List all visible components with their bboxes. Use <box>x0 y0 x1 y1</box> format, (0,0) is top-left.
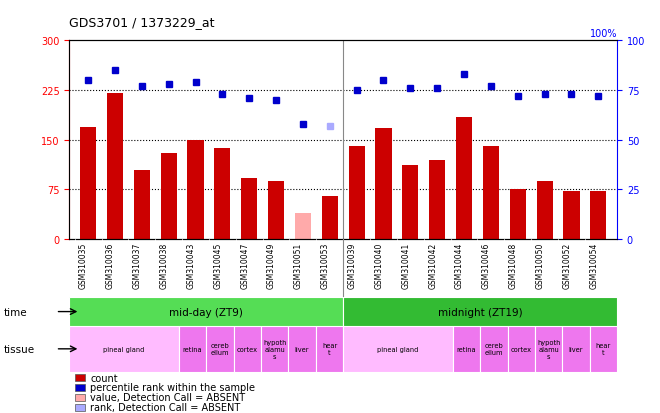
Bar <box>214 149 230 240</box>
Text: 100%: 100% <box>589 29 617 39</box>
Text: GSM310050: GSM310050 <box>536 242 544 289</box>
Text: tissue: tissue <box>3 344 34 354</box>
Text: value, Detection Call = ABSENT: value, Detection Call = ABSENT <box>90 392 246 402</box>
Text: count: count <box>90 373 117 383</box>
Bar <box>343 297 617 326</box>
Text: cereb
ellum: cereb ellum <box>211 342 229 356</box>
Text: hypoth
alamu
s: hypoth alamu s <box>537 339 560 359</box>
Text: hear
t: hear t <box>596 342 611 356</box>
Text: percentile rank within the sample: percentile rank within the sample <box>90 382 255 392</box>
Bar <box>206 326 234 372</box>
Bar <box>134 170 150 240</box>
Bar <box>187 140 203 240</box>
Bar <box>456 117 472 240</box>
Text: GDS3701 / 1373229_at: GDS3701 / 1373229_at <box>69 16 214 29</box>
Bar <box>288 326 315 372</box>
Bar <box>75 375 84 381</box>
Text: GSM310042: GSM310042 <box>428 242 437 289</box>
Text: retina: retina <box>183 346 203 352</box>
Bar <box>107 94 123 240</box>
Bar <box>562 326 590 372</box>
Bar <box>564 192 579 240</box>
Text: GSM310046: GSM310046 <box>482 242 491 289</box>
Bar <box>69 326 179 372</box>
Bar <box>295 213 311 240</box>
Text: pineal gland: pineal gland <box>378 346 418 352</box>
Bar <box>483 147 499 240</box>
Bar <box>321 197 338 240</box>
Text: GSM310035: GSM310035 <box>79 242 88 289</box>
Bar <box>261 326 288 372</box>
Text: GSM310041: GSM310041 <box>401 242 411 289</box>
Bar <box>453 326 480 372</box>
Bar <box>234 326 261 372</box>
Text: midnight (ZT19): midnight (ZT19) <box>438 307 523 317</box>
Text: pineal gland: pineal gland <box>104 346 145 352</box>
Text: GSM310048: GSM310048 <box>509 242 517 289</box>
Text: GSM310043: GSM310043 <box>187 242 195 289</box>
Bar <box>403 166 418 240</box>
Text: GSM310036: GSM310036 <box>106 242 115 289</box>
Text: time: time <box>3 307 27 317</box>
Bar <box>80 127 96 240</box>
Text: GSM310047: GSM310047 <box>240 242 249 289</box>
Bar <box>590 192 607 240</box>
Bar <box>535 326 562 372</box>
Text: hypoth
alamu
s: hypoth alamu s <box>263 339 286 359</box>
Text: liver: liver <box>569 346 583 352</box>
Bar <box>480 326 508 372</box>
Text: GSM310038: GSM310038 <box>160 242 169 289</box>
Text: liver: liver <box>295 346 310 352</box>
Text: GSM310054: GSM310054 <box>589 242 599 289</box>
Text: GSM310037: GSM310037 <box>133 242 142 289</box>
Bar <box>241 179 257 240</box>
Bar <box>179 326 207 372</box>
Bar <box>348 147 365 240</box>
Bar <box>510 190 526 240</box>
Text: hear
t: hear t <box>322 342 337 356</box>
Bar <box>343 326 453 372</box>
Bar <box>590 326 617 372</box>
Text: GSM310040: GSM310040 <box>374 242 383 289</box>
Text: GSM310053: GSM310053 <box>321 242 330 289</box>
Bar <box>75 404 84 411</box>
Bar <box>75 394 84 401</box>
Text: GSM310049: GSM310049 <box>267 242 276 289</box>
Bar <box>268 181 284 240</box>
Text: GSM310052: GSM310052 <box>562 242 572 289</box>
Text: GSM310051: GSM310051 <box>294 242 303 289</box>
Bar <box>316 326 343 372</box>
Bar <box>508 326 535 372</box>
Bar <box>537 181 552 240</box>
Text: rank, Detection Call = ABSENT: rank, Detection Call = ABSENT <box>90 402 240 412</box>
Bar <box>75 385 84 391</box>
Text: cortex: cortex <box>237 346 258 352</box>
Text: retina: retina <box>457 346 477 352</box>
Text: cortex: cortex <box>511 346 532 352</box>
Text: GSM310039: GSM310039 <box>348 242 356 289</box>
Text: cereb
ellum: cereb ellum <box>484 342 503 356</box>
Bar <box>69 297 343 326</box>
Text: GSM310044: GSM310044 <box>455 242 464 289</box>
Text: mid-day (ZT9): mid-day (ZT9) <box>170 307 243 317</box>
Bar <box>429 160 446 240</box>
Text: GSM310045: GSM310045 <box>213 242 222 289</box>
Bar <box>160 154 177 240</box>
Bar <box>376 128 391 240</box>
